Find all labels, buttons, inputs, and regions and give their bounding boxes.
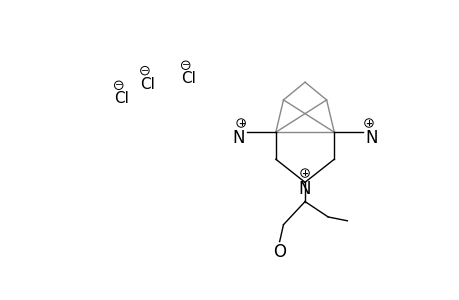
Text: −: −: [114, 80, 123, 90]
Text: −: −: [140, 66, 149, 76]
Text: Cl: Cl: [181, 71, 196, 86]
Text: N: N: [298, 180, 311, 198]
Text: +: +: [364, 118, 372, 127]
Text: N: N: [232, 129, 245, 147]
Text: Cl: Cl: [114, 92, 129, 106]
Text: −: −: [181, 60, 190, 70]
Text: +: +: [301, 169, 308, 178]
Text: N: N: [364, 129, 377, 147]
Text: Cl: Cl: [140, 77, 155, 92]
Text: +: +: [237, 118, 244, 127]
Text: O: O: [273, 243, 285, 261]
